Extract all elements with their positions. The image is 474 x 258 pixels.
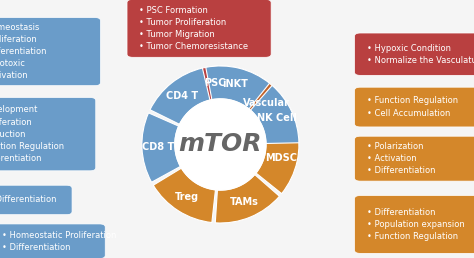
Text: PSC: PSC bbox=[204, 78, 226, 88]
Text: CD8 T: CD8 T bbox=[142, 142, 174, 152]
Circle shape bbox=[175, 99, 266, 190]
Text: Vascular: Vascular bbox=[243, 98, 290, 108]
Text: • PSC Formation
• Tumor Proliferation
• Tumor Migration
• Tumor Chemoresistance: • PSC Formation • Tumor Proliferation • … bbox=[139, 6, 248, 51]
Wedge shape bbox=[256, 126, 299, 194]
FancyBboxPatch shape bbox=[0, 185, 72, 215]
Text: CD4 T: CD4 T bbox=[166, 91, 198, 101]
Text: mTOR: mTOR bbox=[179, 132, 262, 157]
Text: • Differentiation: • Differentiation bbox=[0, 196, 56, 204]
Text: • Polarization
• Activation
• Differentiation: • Polarization • Activation • Differenti… bbox=[367, 142, 436, 175]
Text: • Homeostasis
• Proliferation
• Differentiation
• Cytotoxic
• Activation: • Homeostasis • Proliferation • Differen… bbox=[0, 23, 47, 80]
Text: Treg: Treg bbox=[175, 192, 199, 202]
Wedge shape bbox=[182, 66, 246, 104]
Text: NK Cell: NK Cell bbox=[257, 113, 297, 123]
FancyBboxPatch shape bbox=[127, 0, 271, 57]
Wedge shape bbox=[237, 71, 296, 132]
Wedge shape bbox=[153, 168, 216, 223]
Wedge shape bbox=[142, 113, 181, 182]
Text: iNKT: iNKT bbox=[222, 79, 248, 89]
Wedge shape bbox=[206, 66, 270, 109]
FancyBboxPatch shape bbox=[355, 33, 474, 75]
Text: • Hypoxic Condition
• Normalize the Vasculature: • Hypoxic Condition • Normalize the Vasc… bbox=[367, 44, 474, 65]
FancyBboxPatch shape bbox=[0, 224, 105, 258]
Text: • Differentiation
• Population expansion
• Function Regulation: • Differentiation • Population expansion… bbox=[367, 208, 465, 241]
FancyBboxPatch shape bbox=[355, 87, 474, 127]
Text: • Function Regulation
• Cell Accumulation: • Function Regulation • Cell Accumulatio… bbox=[367, 96, 458, 118]
FancyBboxPatch shape bbox=[355, 196, 474, 253]
FancyBboxPatch shape bbox=[355, 136, 474, 181]
Wedge shape bbox=[215, 174, 280, 223]
Wedge shape bbox=[250, 85, 299, 143]
FancyBboxPatch shape bbox=[0, 18, 100, 86]
Text: • Development
• Proliferation
• Production
• Function Regulation
• Differentiati: • Development • Proliferation • Producti… bbox=[0, 105, 64, 163]
FancyBboxPatch shape bbox=[0, 98, 96, 171]
Text: • Homeostatic Proliferation
• Differentiation: • Homeostatic Proliferation • Differenti… bbox=[2, 231, 116, 252]
Text: MDSC: MDSC bbox=[265, 153, 297, 163]
Wedge shape bbox=[150, 68, 210, 124]
Text: TAMs: TAMs bbox=[230, 197, 259, 207]
